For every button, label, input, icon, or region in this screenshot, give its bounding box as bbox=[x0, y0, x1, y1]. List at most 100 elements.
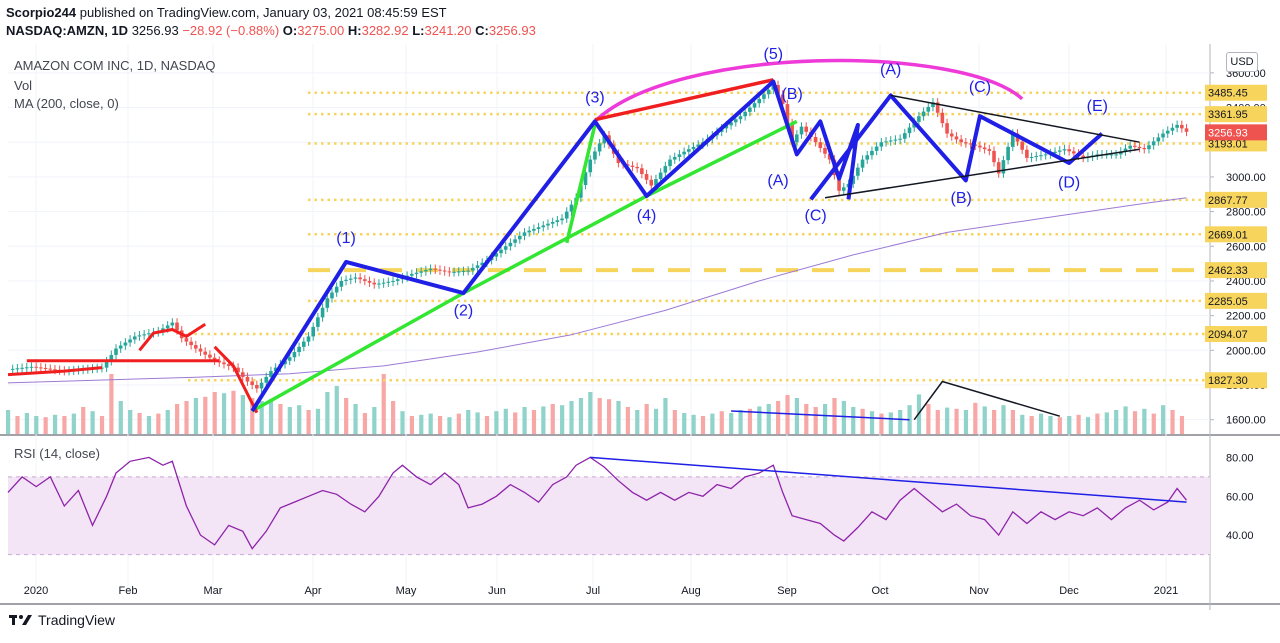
volume-bar bbox=[531, 410, 537, 434]
candle-body bbox=[663, 166, 668, 173]
volume-bar bbox=[62, 416, 67, 434]
volume-bar bbox=[118, 401, 123, 434]
candle-body bbox=[884, 141, 888, 143]
volume-bar bbox=[597, 398, 602, 434]
wave-label: (2) bbox=[454, 303, 474, 320]
candle-body bbox=[1020, 141, 1024, 150]
candle-body bbox=[236, 367, 240, 373]
level-tag-label: 1827.30 bbox=[1208, 375, 1248, 387]
x-tick-label: Mar bbox=[204, 585, 223, 597]
candle-body bbox=[799, 126, 804, 135]
candle-body bbox=[827, 153, 832, 160]
price-chart[interactable]: 1600.001800.002000.002200.002400.002600.… bbox=[0, 44, 1280, 610]
candle-body bbox=[1165, 130, 1170, 134]
candle-body bbox=[1006, 146, 1010, 161]
candle-body bbox=[874, 146, 879, 151]
volume-bar bbox=[1038, 413, 1044, 434]
candle-body bbox=[522, 232, 527, 236]
candle-body bbox=[367, 280, 372, 283]
candle-body bbox=[494, 253, 499, 257]
candle-body bbox=[419, 271, 423, 273]
volume-bar bbox=[682, 413, 687, 434]
volume-bar bbox=[963, 410, 969, 434]
candle-body bbox=[546, 223, 550, 226]
volume-bar bbox=[156, 413, 161, 434]
volume-bar bbox=[757, 406, 762, 434]
volume-bar bbox=[607, 399, 612, 434]
candle-body bbox=[813, 137, 818, 143]
candle-body bbox=[860, 159, 865, 168]
volume-bar bbox=[184, 401, 189, 434]
volume-bar bbox=[90, 411, 95, 434]
level-tag-label: 2285.05 bbox=[1208, 296, 1248, 308]
candle-body bbox=[1118, 151, 1123, 155]
candle-body bbox=[1053, 151, 1057, 154]
candle-body bbox=[1151, 141, 1156, 146]
candle-body bbox=[687, 149, 691, 152]
candle-body bbox=[555, 220, 560, 222]
candle-body bbox=[372, 282, 377, 285]
candle-body bbox=[1081, 155, 1086, 158]
rsi-tick-label: 60.00 bbox=[1226, 491, 1254, 503]
volume-bar bbox=[1095, 413, 1100, 434]
volume-bar bbox=[221, 393, 227, 434]
volume-bar bbox=[851, 407, 856, 434]
rsi-band bbox=[8, 476, 1210, 555]
candle-body bbox=[1156, 137, 1161, 142]
footer-brand[interactable]: TradingView bbox=[8, 612, 115, 628]
candle-body bbox=[1170, 127, 1175, 131]
candle-body bbox=[165, 325, 170, 329]
candle-body bbox=[898, 138, 902, 140]
candle-body bbox=[424, 270, 428, 272]
level-tag-label: 3485.45 bbox=[1208, 88, 1248, 100]
volume-bar bbox=[1142, 408, 1147, 434]
rsi-trend-arrow bbox=[590, 456, 1187, 503]
open-value: 3275.00 bbox=[297, 23, 345, 38]
blue-wave-line bbox=[250, 79, 860, 413]
volume-bar bbox=[419, 414, 424, 434]
y-tick-label: 1600.00 bbox=[1226, 415, 1266, 427]
volume-bar bbox=[362, 413, 368, 434]
publisher-name[interactable]: Scorpio244 bbox=[6, 5, 77, 20]
candle-body bbox=[780, 94, 785, 105]
red-drop bbox=[213, 345, 259, 414]
candle-body bbox=[851, 175, 855, 184]
price-pane bbox=[8, 44, 1210, 434]
low-value: 3241.20 bbox=[424, 23, 472, 38]
volume-bar bbox=[898, 410, 903, 434]
volume-bar bbox=[484, 416, 490, 434]
level-tag bbox=[1205, 84, 1267, 101]
candle-body bbox=[1133, 145, 1137, 147]
volume-bar bbox=[466, 410, 471, 434]
level-tag bbox=[1205, 262, 1267, 279]
rsi-tick-label: 40.00 bbox=[1226, 530, 1254, 542]
volume-bar bbox=[794, 398, 800, 434]
candle-body bbox=[118, 345, 123, 349]
volume-bar bbox=[137, 413, 142, 434]
low-label: L: bbox=[412, 23, 425, 38]
volume-bar bbox=[1076, 414, 1081, 434]
y-tick-label: 2000.00 bbox=[1226, 345, 1266, 357]
candle-body bbox=[513, 239, 517, 243]
wave-label: (E) bbox=[1087, 98, 1108, 115]
ma-legend: MA (200, close, 0) bbox=[14, 96, 119, 111]
volume-bar bbox=[635, 410, 640, 434]
candle-body bbox=[1147, 145, 1151, 150]
candle-body bbox=[29, 366, 34, 368]
candle-body bbox=[1057, 150, 1062, 152]
candle-body bbox=[762, 94, 766, 99]
currency-button[interactable]: USD bbox=[1226, 52, 1258, 72]
candle-body bbox=[433, 268, 438, 270]
volume-bar bbox=[1067, 416, 1072, 434]
volume-bar bbox=[804, 404, 809, 434]
volume-bar bbox=[822, 404, 828, 434]
candle-body bbox=[1001, 160, 1006, 174]
candle-body bbox=[795, 134, 799, 143]
candle-body bbox=[532, 228, 536, 231]
volume-bar bbox=[193, 398, 199, 434]
volume-bar bbox=[1161, 405, 1166, 434]
candle-body bbox=[733, 119, 738, 123]
volume-bar bbox=[278, 404, 283, 434]
candle-body bbox=[353, 277, 358, 279]
candle-body bbox=[597, 143, 602, 152]
